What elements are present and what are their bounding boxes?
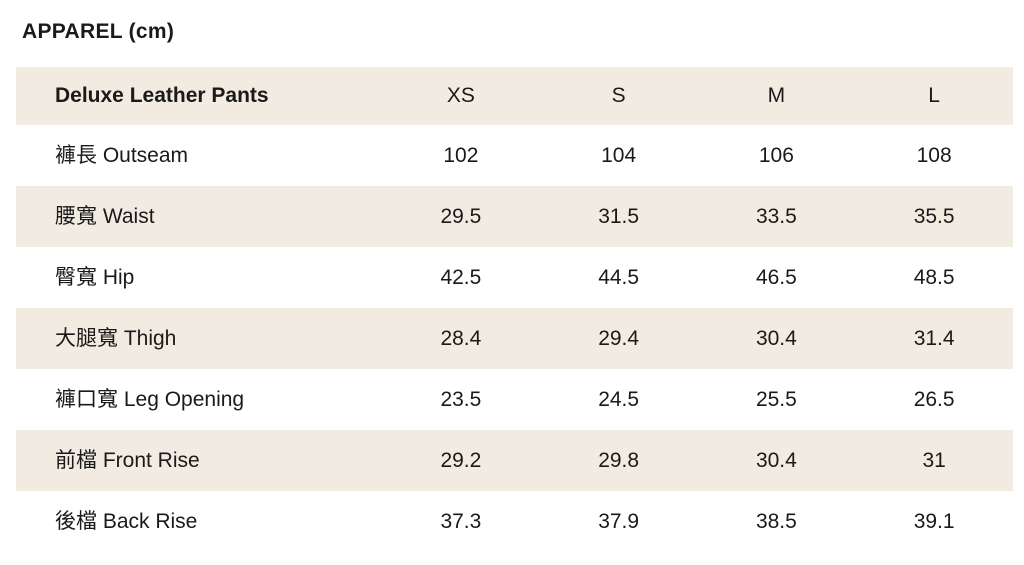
column-header-xs: XS [446, 84, 475, 108]
cell-value: 25.5 [755, 387, 797, 411]
size-table: Deluxe Leather Pants XS S M L 褲長 Outseam… [16, 67, 1013, 552]
row-label: 臀寬 Hip [55, 265, 135, 289]
cell-value: 28.4 [440, 326, 482, 350]
table-row-leg-opening: 褲口寬 Leg Opening 23.5 24.5 25.5 26.5 [16, 369, 1013, 430]
table-header-row: Deluxe Leather Pants XS S M L [16, 67, 1013, 125]
cell-value: 23.5 [440, 387, 482, 411]
row-label: 前檔 Front Rise [55, 448, 200, 472]
table-row-waist: 腰寬 Waist 29.5 31.5 33.5 35.5 [16, 186, 1013, 247]
row-label: 腰寬 Waist [55, 204, 155, 228]
cell-value: 31.4 [913, 326, 955, 350]
product-name: Deluxe Leather Pants [55, 84, 269, 108]
table-row-outseam: 褲長 Outseam 102 104 106 108 [16, 125, 1013, 186]
table-row-hip: 臀寬 Hip 42.5 44.5 46.5 48.5 [16, 247, 1013, 308]
cell-value: 29.5 [440, 204, 482, 228]
cell-value: 30.4 [755, 326, 797, 350]
table-row-back-rise: 後檔 Back Rise 37.3 37.9 38.5 39.1 [16, 491, 1013, 552]
cell-value: 106 [758, 143, 794, 167]
cell-value: 38.5 [755, 509, 797, 533]
column-header-m: M [767, 84, 786, 108]
cell-value: 48.5 [913, 265, 955, 289]
cell-value: 108 [916, 143, 952, 167]
cell-value: 37.9 [598, 509, 640, 533]
cell-value: 35.5 [913, 204, 955, 228]
cell-value: 42.5 [440, 265, 482, 289]
cell-value: 29.4 [598, 326, 640, 350]
column-header-s: S [611, 84, 626, 108]
cell-value: 104 [601, 143, 637, 167]
cell-value: 24.5 [598, 387, 640, 411]
row-label: 後檔 Back Rise [55, 509, 198, 533]
page-title: APPAREL (cm) [22, 20, 175, 43]
cell-value: 30.4 [755, 448, 797, 472]
cell-value: 31.5 [598, 204, 640, 228]
cell-value: 29.2 [440, 448, 482, 472]
cell-value: 26.5 [913, 387, 955, 411]
cell-value: 39.1 [913, 509, 955, 533]
column-header-l: L [928, 84, 940, 108]
cell-value: 31 [922, 448, 946, 472]
row-label: 褲口寬 Leg Opening [55, 387, 245, 411]
cell-value: 33.5 [755, 204, 797, 228]
row-label: 褲長 Outseam [55, 143, 189, 167]
cell-value: 46.5 [755, 265, 797, 289]
table-row-thigh: 大腿寬 Thigh 28.4 29.4 30.4 31.4 [16, 308, 1013, 369]
table-row-front-rise: 前檔 Front Rise 29.2 29.8 30.4 31 [16, 430, 1013, 491]
cell-value: 44.5 [598, 265, 640, 289]
row-label: 大腿寬 Thigh [55, 326, 177, 350]
cell-value: 29.8 [598, 448, 640, 472]
cell-value: 37.3 [440, 509, 482, 533]
cell-value: 102 [443, 143, 479, 167]
